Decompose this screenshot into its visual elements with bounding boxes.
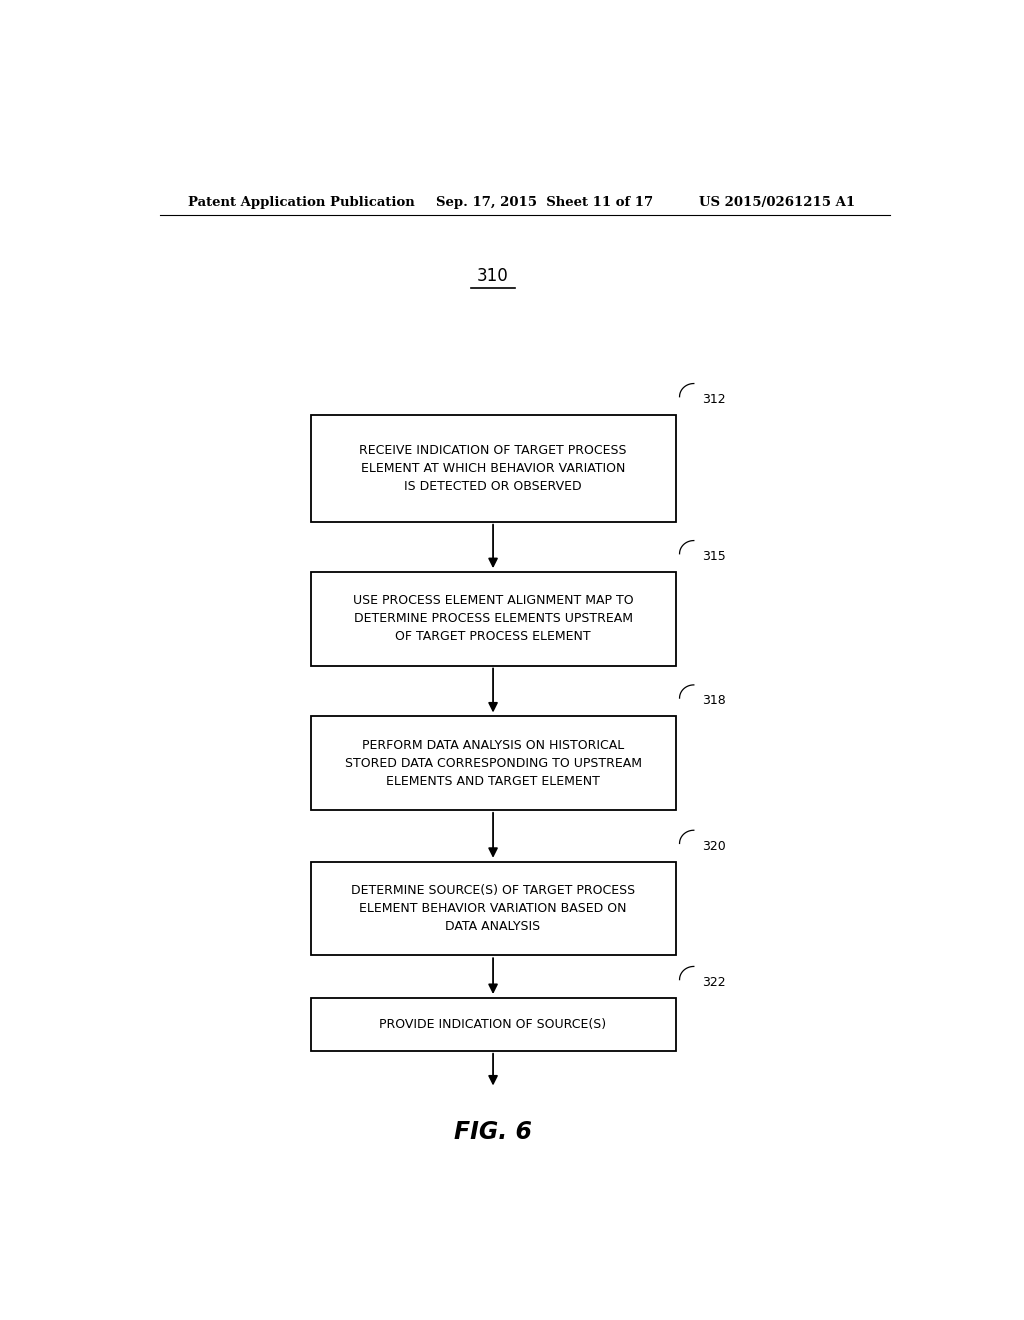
Text: RECEIVE INDICATION OF TARGET PROCESS
ELEMENT AT WHICH BEHAVIOR VARIATION
IS DETE: RECEIVE INDICATION OF TARGET PROCESS ELE… <box>359 444 627 492</box>
Text: 310: 310 <box>477 268 509 285</box>
Text: 320: 320 <box>701 840 726 853</box>
Text: USE PROCESS ELEMENT ALIGNMENT MAP TO
DETERMINE PROCESS ELEMENTS UPSTREAM
OF TARG: USE PROCESS ELEMENT ALIGNMENT MAP TO DET… <box>352 594 634 643</box>
Text: 315: 315 <box>701 550 726 562</box>
FancyBboxPatch shape <box>310 717 676 810</box>
FancyBboxPatch shape <box>310 998 676 1051</box>
Text: US 2015/0261215 A1: US 2015/0261215 A1 <box>699 195 855 209</box>
Text: PERFORM DATA ANALYSIS ON HISTORICAL
STORED DATA CORRESPONDING TO UPSTREAM
ELEMEN: PERFORM DATA ANALYSIS ON HISTORICAL STOR… <box>344 739 642 788</box>
Text: PROVIDE INDICATION OF SOURCE(S): PROVIDE INDICATION OF SOURCE(S) <box>380 1018 606 1031</box>
Text: Patent Application Publication: Patent Application Publication <box>187 195 415 209</box>
Text: DETERMINE SOURCE(S) OF TARGET PROCESS
ELEMENT BEHAVIOR VARIATION BASED ON
DATA A: DETERMINE SOURCE(S) OF TARGET PROCESS EL… <box>351 884 635 933</box>
Text: FIG. 6: FIG. 6 <box>454 1121 532 1144</box>
FancyBboxPatch shape <box>310 572 676 665</box>
Text: 322: 322 <box>701 975 725 989</box>
Text: Sep. 17, 2015  Sheet 11 of 17: Sep. 17, 2015 Sheet 11 of 17 <box>436 195 653 209</box>
Text: 318: 318 <box>701 694 726 708</box>
FancyBboxPatch shape <box>310 862 676 956</box>
Text: 312: 312 <box>701 393 725 405</box>
FancyBboxPatch shape <box>310 414 676 521</box>
